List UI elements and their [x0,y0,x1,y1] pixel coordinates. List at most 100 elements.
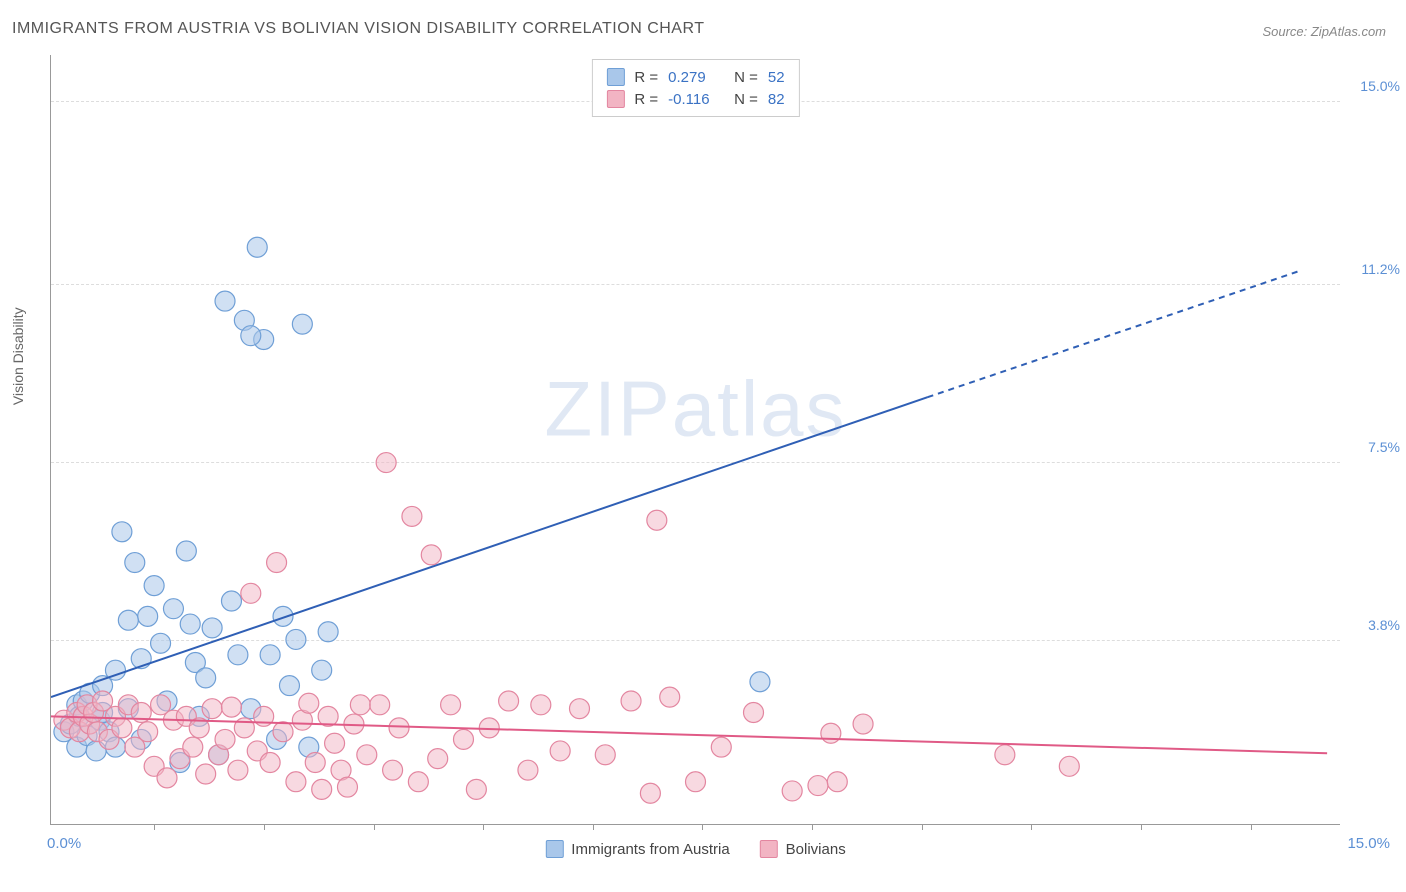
scatter-point [402,506,422,526]
scatter-point [105,737,125,757]
scatter-point [90,710,110,730]
ytick-label: 11.2% [1350,261,1400,277]
scatter-point [441,695,461,715]
xtick [702,824,703,830]
scatter-point [389,718,409,738]
scatter-point [73,706,93,726]
scatter-point [241,326,261,346]
scatter-point [370,695,390,715]
scatter-point [202,699,222,719]
legend-n-value: 52 [768,69,785,86]
scatter-point [750,672,770,692]
legend-series-item: Immigrants from Austria [545,840,729,858]
legend-n-value: 82 [768,91,785,108]
scatter-point [215,729,235,749]
gridline [51,462,1340,463]
legend-series: Immigrants from AustriaBolivians [545,840,845,858]
scatter-point [87,722,107,742]
scatter-point [131,649,151,669]
scatter-point [125,737,145,757]
legend-correlation-row: R = 0.279N = 52 [606,66,784,88]
scatter-point [254,330,274,350]
legend-r-label: R = [634,91,658,108]
scatter-point [234,310,254,330]
scatter-point [131,729,151,749]
scatter-point [267,553,287,573]
scatter-point [995,745,1015,765]
scatter-point [782,781,802,801]
scatter-point [640,783,660,803]
scatter-point [711,737,731,757]
trend-line-extrapolated [928,270,1302,397]
scatter-point [131,703,151,723]
scatter-point [279,676,299,696]
scatter-point [1059,756,1079,776]
scatter-point [318,622,338,642]
scatter-point [163,710,183,730]
legend-swatch [606,90,624,108]
scatter-point [118,610,138,630]
source-attribution: Source: ZipAtlas.com [1262,24,1386,39]
scatter-point [267,729,287,749]
scatter-point [312,660,332,680]
scatter-point [453,729,473,749]
scatter-point [60,714,80,734]
origin-label: 0.0% [47,835,81,852]
scatter-point [499,691,519,711]
scatter-point [228,645,248,665]
scatter-point [421,545,441,565]
xtick [593,824,594,830]
legend-swatch [760,840,778,858]
scatter-point [312,779,332,799]
xtick [1251,824,1252,830]
watermark: ZIPatlas [544,363,846,454]
scatter-point [318,706,338,726]
scatter-point [99,729,119,749]
scatter-point [744,703,764,723]
scatter-point [209,745,229,765]
scatter-point [157,691,177,711]
scatter-point [273,722,293,742]
scatter-point [73,691,93,711]
scatter-point [531,695,551,715]
scatter-point [189,706,209,726]
scatter-point [247,237,267,257]
xtick [1031,824,1032,830]
scatter-point [80,683,100,703]
scatter-point [60,718,80,738]
legend-r-label: R = [634,69,658,86]
scatter-point [647,510,667,530]
xtick [1141,824,1142,830]
scatter-point [479,718,499,738]
scatter-point [67,703,87,723]
xtick [154,824,155,830]
scatter-point [202,618,222,638]
scatter-point [247,741,267,761]
scatter-point [105,660,125,680]
scatter-point [170,749,190,769]
legend-r-value: -0.116 [668,91,724,108]
scatter-point [125,553,145,573]
scatter-point [241,583,261,603]
scatter-point [80,714,100,734]
scatter-point [67,695,87,715]
scatter-point [621,691,641,711]
scatter-point [77,695,97,715]
scatter-point [209,745,229,765]
scatter-point [350,695,370,715]
scatter-point [408,772,428,792]
scatter-point [118,699,138,719]
scatter-point [189,718,209,738]
y-axis-label: Vision Disability [10,307,26,405]
legend-series-label: Immigrants from Austria [571,841,729,858]
scatter-point [808,776,828,796]
scatter-point [69,706,89,726]
scatter-point [853,714,873,734]
scatter-point [176,706,196,726]
gridline [51,284,1340,285]
legend-correlation-row: R = -0.116N = 82 [606,88,784,110]
scatter-point [84,703,104,723]
scatter-point [99,722,119,742]
scatter-point [86,741,106,761]
xtick [812,824,813,830]
